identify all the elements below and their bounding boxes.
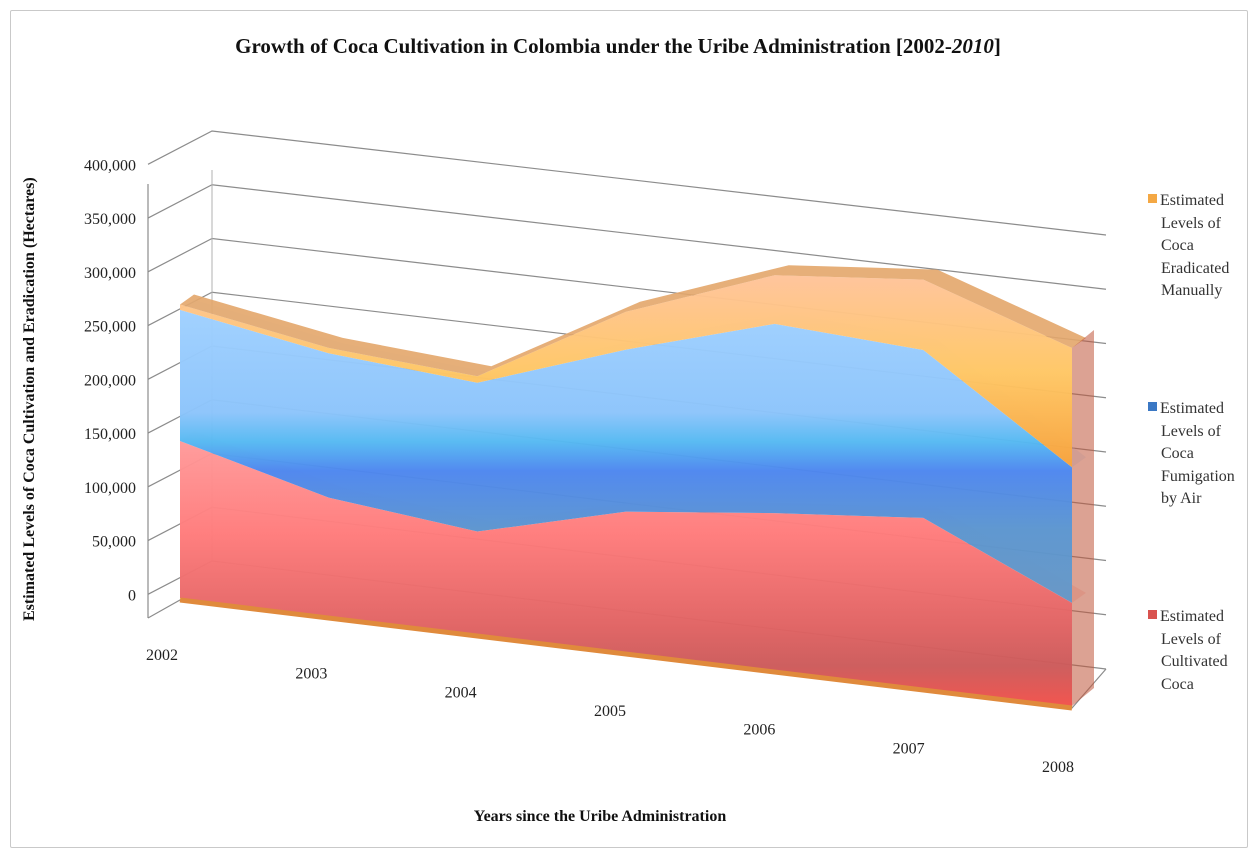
y-tick-label: 350,000 [84,211,136,228]
base-strip [179,597,1073,711]
area-eradicated-manually [180,275,1072,468]
legend-label: by Air [1161,490,1202,507]
legend-label: Levels of [1161,422,1221,440]
legend-text-line: Levels of [1148,629,1238,652]
legend-text-line: Cultivated [1148,651,1238,674]
legend-label: Estimated [1160,608,1224,625]
y-tick-label: 200,000 [84,372,136,389]
legend-label: Levels of [1161,630,1221,648]
x-tick-label: 2003 [295,666,327,683]
legend-text-line: Coca [1148,443,1238,466]
legend-text-line: Coca [1148,235,1238,258]
chart-title: Growth of Coca Cultivation in Colombia u… [235,34,1001,58]
legend-label: Estimated [1160,400,1224,417]
legend-label: Levels of [1161,214,1221,232]
gridline [147,130,1107,236]
legend-label: Fumigation [1161,467,1235,485]
legend-item: Estimated Levels of Cultivated Coca [1148,606,1238,696]
legend-text-line: Estimated [1148,398,1238,421]
area-side-edge [1072,329,1094,706]
gridline [147,184,1107,290]
legend-text-line: Manually [1148,280,1238,303]
legend-text-line: Coca [1148,674,1238,697]
x-tick-label: 2007 [893,740,925,757]
legend-label: Coca [1161,445,1194,462]
legend-label: Eradicated [1161,259,1230,277]
legend-label: Manually [1161,282,1223,299]
y-tick-label: 150,000 [84,426,136,443]
legend-swatch [1148,610,1157,619]
area-cultivated-coca [180,441,1072,706]
legend-swatch [1148,402,1157,411]
x-tick-label: 2004 [445,684,477,701]
legend-swatch [1148,194,1157,203]
legend-label: Coca [1161,675,1194,693]
x-tick-label: 2006 [743,722,775,739]
y-tick-label: 100,000 [84,480,136,497]
legend-label: Coca [1161,237,1194,254]
legend-text-line: Eradicated [1148,258,1238,281]
y-tick-label: 50,000 [92,534,136,551]
legend-text-line: Levels of [1148,213,1238,236]
legend-text-line: Levels of [1148,421,1238,444]
x-tick-label: 2008 [1042,759,1074,776]
y-tick-label: 250,000 [84,319,136,336]
legend-text-line: Estimated [1148,606,1238,629]
legend-text-line: Estimated [1148,190,1238,213]
legend-label: Estimated [1160,192,1224,209]
x-tick-label: 2005 [594,703,626,720]
legend-item: Estimated Levels of Coca Fumigation by Air [1148,398,1238,511]
legend-text-line: by Air [1148,488,1238,511]
legend-text-line: Fumigation [1148,466,1238,489]
x-axis-label: Years since the Uribe Administration [473,808,727,825]
y-tick-label: 0 [128,587,136,604]
legend-item: Estimated Levels of Coca Eradicated Manually [1148,190,1238,303]
legend-label: Cultivated [1161,653,1228,670]
area-fumigation-by-air [180,309,1072,603]
y-tick-label: 400,000 [84,157,136,174]
y-tick-label: 300,000 [84,265,136,282]
x-tick-label: 2002 [146,647,178,664]
